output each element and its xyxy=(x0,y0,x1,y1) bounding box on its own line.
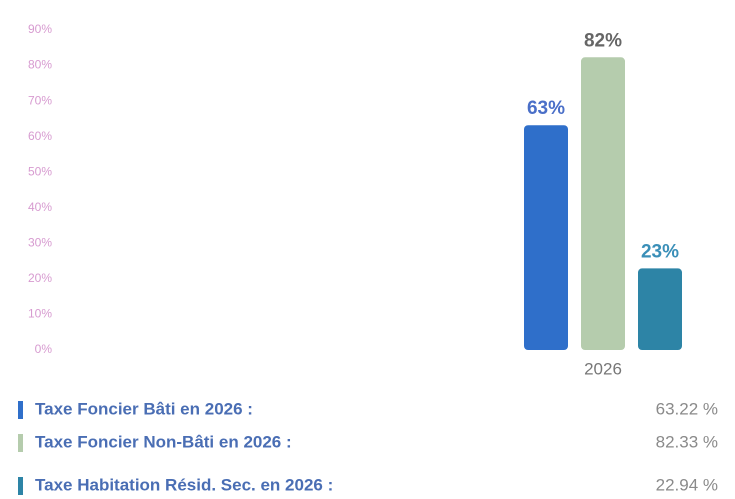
y-tick-label: 60% xyxy=(28,129,52,143)
y-tick-label: 90% xyxy=(28,22,52,36)
legend-swatch xyxy=(18,434,23,452)
legend-label: Taxe Foncier Non-Bâti en 2026 : xyxy=(35,432,292,451)
y-tick-label: 0% xyxy=(35,342,53,356)
data-label: 63% xyxy=(527,98,565,119)
y-tick-label: 10% xyxy=(28,307,52,321)
legend-swatch xyxy=(18,401,23,419)
bar xyxy=(581,57,625,350)
legend-label: Taxe Habitation Résid. Sec. en 2026 : xyxy=(35,475,333,494)
y-tick-label: 40% xyxy=(28,200,52,214)
data-label: 23% xyxy=(641,241,679,262)
legend-value: 22.94 % xyxy=(656,475,718,494)
legend-value: 82.33 % xyxy=(656,432,718,451)
y-tick-label: 80% xyxy=(28,58,52,72)
data-label: 82% xyxy=(584,30,622,51)
legend-swatch xyxy=(18,477,23,495)
y-tick-label: 70% xyxy=(28,93,52,107)
bar xyxy=(524,125,568,351)
y-tick-label: 30% xyxy=(28,236,52,250)
legend-label: Taxe Foncier Bâti en 2026 : xyxy=(35,399,253,418)
y-tick-label: 20% xyxy=(28,271,52,285)
x-tick-label: 2026 xyxy=(584,359,622,378)
bar xyxy=(638,268,682,350)
y-tick-label: 50% xyxy=(28,164,52,178)
legend-value: 63.22 % xyxy=(656,399,718,418)
